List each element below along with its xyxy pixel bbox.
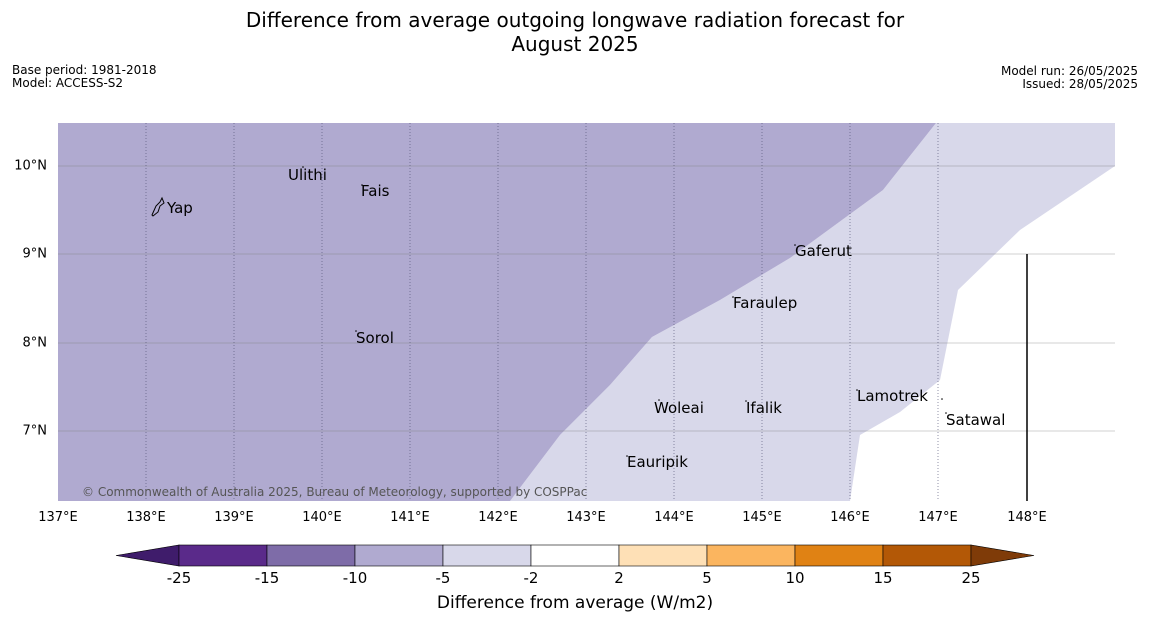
base-period-text: Base period: 1981-2018 [12,63,157,77]
issued-text: Issued: 28/05/2025 [1022,77,1138,91]
model-run-text: Model run: 26/05/2025 [1000,64,1138,78]
lon-label-141E: 141°E [390,510,430,525]
colorbar-tick: -10 [342,569,368,587]
map-title-line2: August 2025 [511,32,639,56]
place-label-ifalik: Ifalik [746,399,782,417]
lon-label-143E: 143°E [566,510,606,525]
yap-island-shape [151,196,165,217]
colorbar-tick: -5 [435,569,451,587]
place-label-satawal: Satawal [946,411,1006,429]
colorbar-tick: 10 [785,569,805,587]
island-markers [302,166,947,457]
place-label-fais: Fais [361,182,390,200]
longitude-gridlines [145,123,939,501]
lon-label-144E: 144°E [654,510,694,525]
colorbar-segment [354,544,444,567]
place-label-faraulep: Faraulep [733,294,798,312]
colorbar-tick: 25 [961,569,981,587]
place-label-gaferut: Gaferut [795,242,852,260]
lon-label-146E: 146°E [830,510,870,525]
lon-label-137E: 137°E [38,510,78,525]
colorbar-label: Difference from average (W/m2) [436,593,714,613]
meta-info-right: Model run: 26/05/2025 Issued: 28/05/2025 [1001,65,1138,91]
copyright-text: © Commonwealth of Australia 2025, Bureau… [82,485,588,499]
colorbar-segment [794,544,884,567]
lon-label-140E: 140°E [302,510,342,525]
colorbar-segment [530,544,620,567]
colorbar-segment [706,544,796,567]
colorbar-segment [618,544,708,567]
colorbar-tick: 2 [614,569,624,587]
model-text: Model: ACCESS-S2 [12,76,124,90]
lon-label-139E: 139°E [214,510,254,525]
lon-label-148E: 148°E [1007,510,1047,525]
colorbar-tick: 15 [873,569,893,587]
lon-label-145E: 145°E [742,510,782,525]
colorbar-segment [266,544,356,567]
lat-label-10N: 10°N [14,158,47,174]
place-label-lamotrek: Lamotrek [857,387,928,405]
anomaly-region-light [510,123,1115,501]
colorbar-extend-high [970,544,1035,567]
colorbar-tick: -25 [166,569,192,587]
lon-label-142E: 142°E [478,510,518,525]
place-label-woleai: Woleai [654,399,704,417]
lat-label-8N: 8°N [22,335,48,351]
lat-label-7N: 7°N [22,423,48,439]
colorbar-segment [442,544,532,567]
colorbar-tick: -2 [523,569,539,587]
lat-label-9N: 9°N [22,246,48,262]
place-label-sorol: Sorol [356,329,394,347]
place-label-ulithi: Ulithi [288,166,327,184]
colorbar-segment [882,544,972,567]
colorbar-tick: 5 [702,569,712,587]
colorbar-segment [178,544,268,567]
anomaly-region-dark [58,123,936,501]
colorbar-extend-low [115,544,180,567]
meta-info-left: Base period: 1981-2018 Model: ACCESS-S2 [12,64,157,90]
place-label-eauripik: Eauripik [627,453,688,471]
lon-label-138E: 138°E [126,510,166,525]
colorbar [115,544,1035,567]
colorbar-tick: -15 [254,569,280,587]
map-title: Difference from average outgoing longwav… [0,8,1150,56]
map-title-line1: Difference from average outgoing longwav… [245,8,905,32]
lon-label-147E: 147°E [918,510,958,525]
place-label-yap: Yap [167,199,193,217]
